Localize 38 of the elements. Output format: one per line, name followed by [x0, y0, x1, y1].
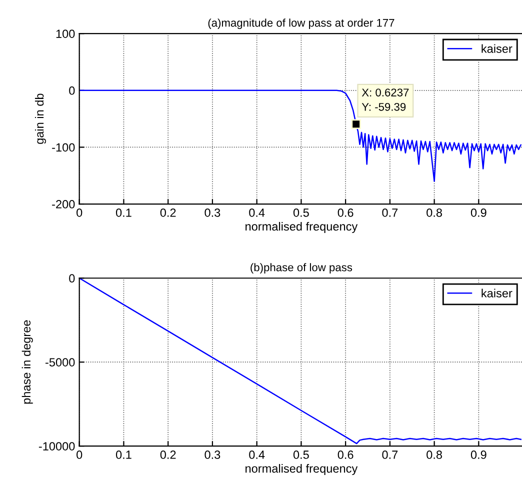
- legend-label: kaiser: [482, 44, 512, 53]
- x-tick-label: 0.2: [160, 208, 176, 217]
- x-tick-label: 0.5: [293, 208, 309, 217]
- line-series: [79, 90, 522, 182]
- x-tick-label: 0.6: [338, 208, 354, 217]
- x-tick-label: 0.3: [204, 450, 220, 459]
- y-tick-label: 0: [69, 86, 75, 95]
- x-tick-label: 0.5: [293, 450, 309, 459]
- x-axis-title: normalised frequency: [246, 222, 358, 233]
- x-tick-label: 0.1: [116, 450, 132, 459]
- y-tick-label: -5000: [46, 358, 75, 366]
- y-axis-title: phase in degree: [22, 320, 33, 404]
- x-tick-label: 0.2: [160, 450, 176, 459]
- chart-title: (a)magnitude of low pass at order 177: [208, 18, 394, 29]
- x-axis-title: normalised frequency: [246, 464, 358, 476]
- y-tick-label: -10000: [38, 442, 75, 450]
- x-tick-label: 0.1: [116, 208, 132, 217]
- chart-title: (b)phase of low pass: [250, 263, 352, 274]
- x-tick-label: 0: [76, 208, 82, 217]
- y-tick-label: 0: [69, 274, 75, 283]
- annotation: X: 0.6237 Y: -59.39: [362, 88, 409, 111]
- x-tick-label: 0.4: [249, 450, 265, 459]
- line-series: [79, 278, 522, 444]
- y-axis-title: gain in db: [34, 94, 46, 144]
- y-tick-label: -200: [52, 200, 75, 208]
- x-tick-label: 0.7: [382, 450, 398, 459]
- legend-label: kaiser: [482, 288, 512, 298]
- x-tick-label: 0: [76, 450, 82, 459]
- x-tick-label: 0.6: [338, 450, 354, 459]
- x-tick-label: 0.3: [204, 208, 220, 217]
- x-tick-label: 0.9: [470, 450, 486, 459]
- x-tick-label: 0.4: [249, 208, 265, 217]
- x-tick-label: 0.8: [426, 208, 442, 217]
- x-tick-label: 0.8: [426, 450, 442, 459]
- y-tick-label: -100: [52, 143, 75, 152]
- y-tick-label: 100: [56, 30, 75, 38]
- x-tick-label: 0.7: [382, 208, 398, 217]
- x-tick-label: 0.9: [470, 208, 486, 217]
